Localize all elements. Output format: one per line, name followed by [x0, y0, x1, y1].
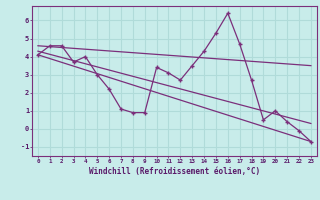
X-axis label: Windchill (Refroidissement éolien,°C): Windchill (Refroidissement éolien,°C)	[89, 167, 260, 176]
